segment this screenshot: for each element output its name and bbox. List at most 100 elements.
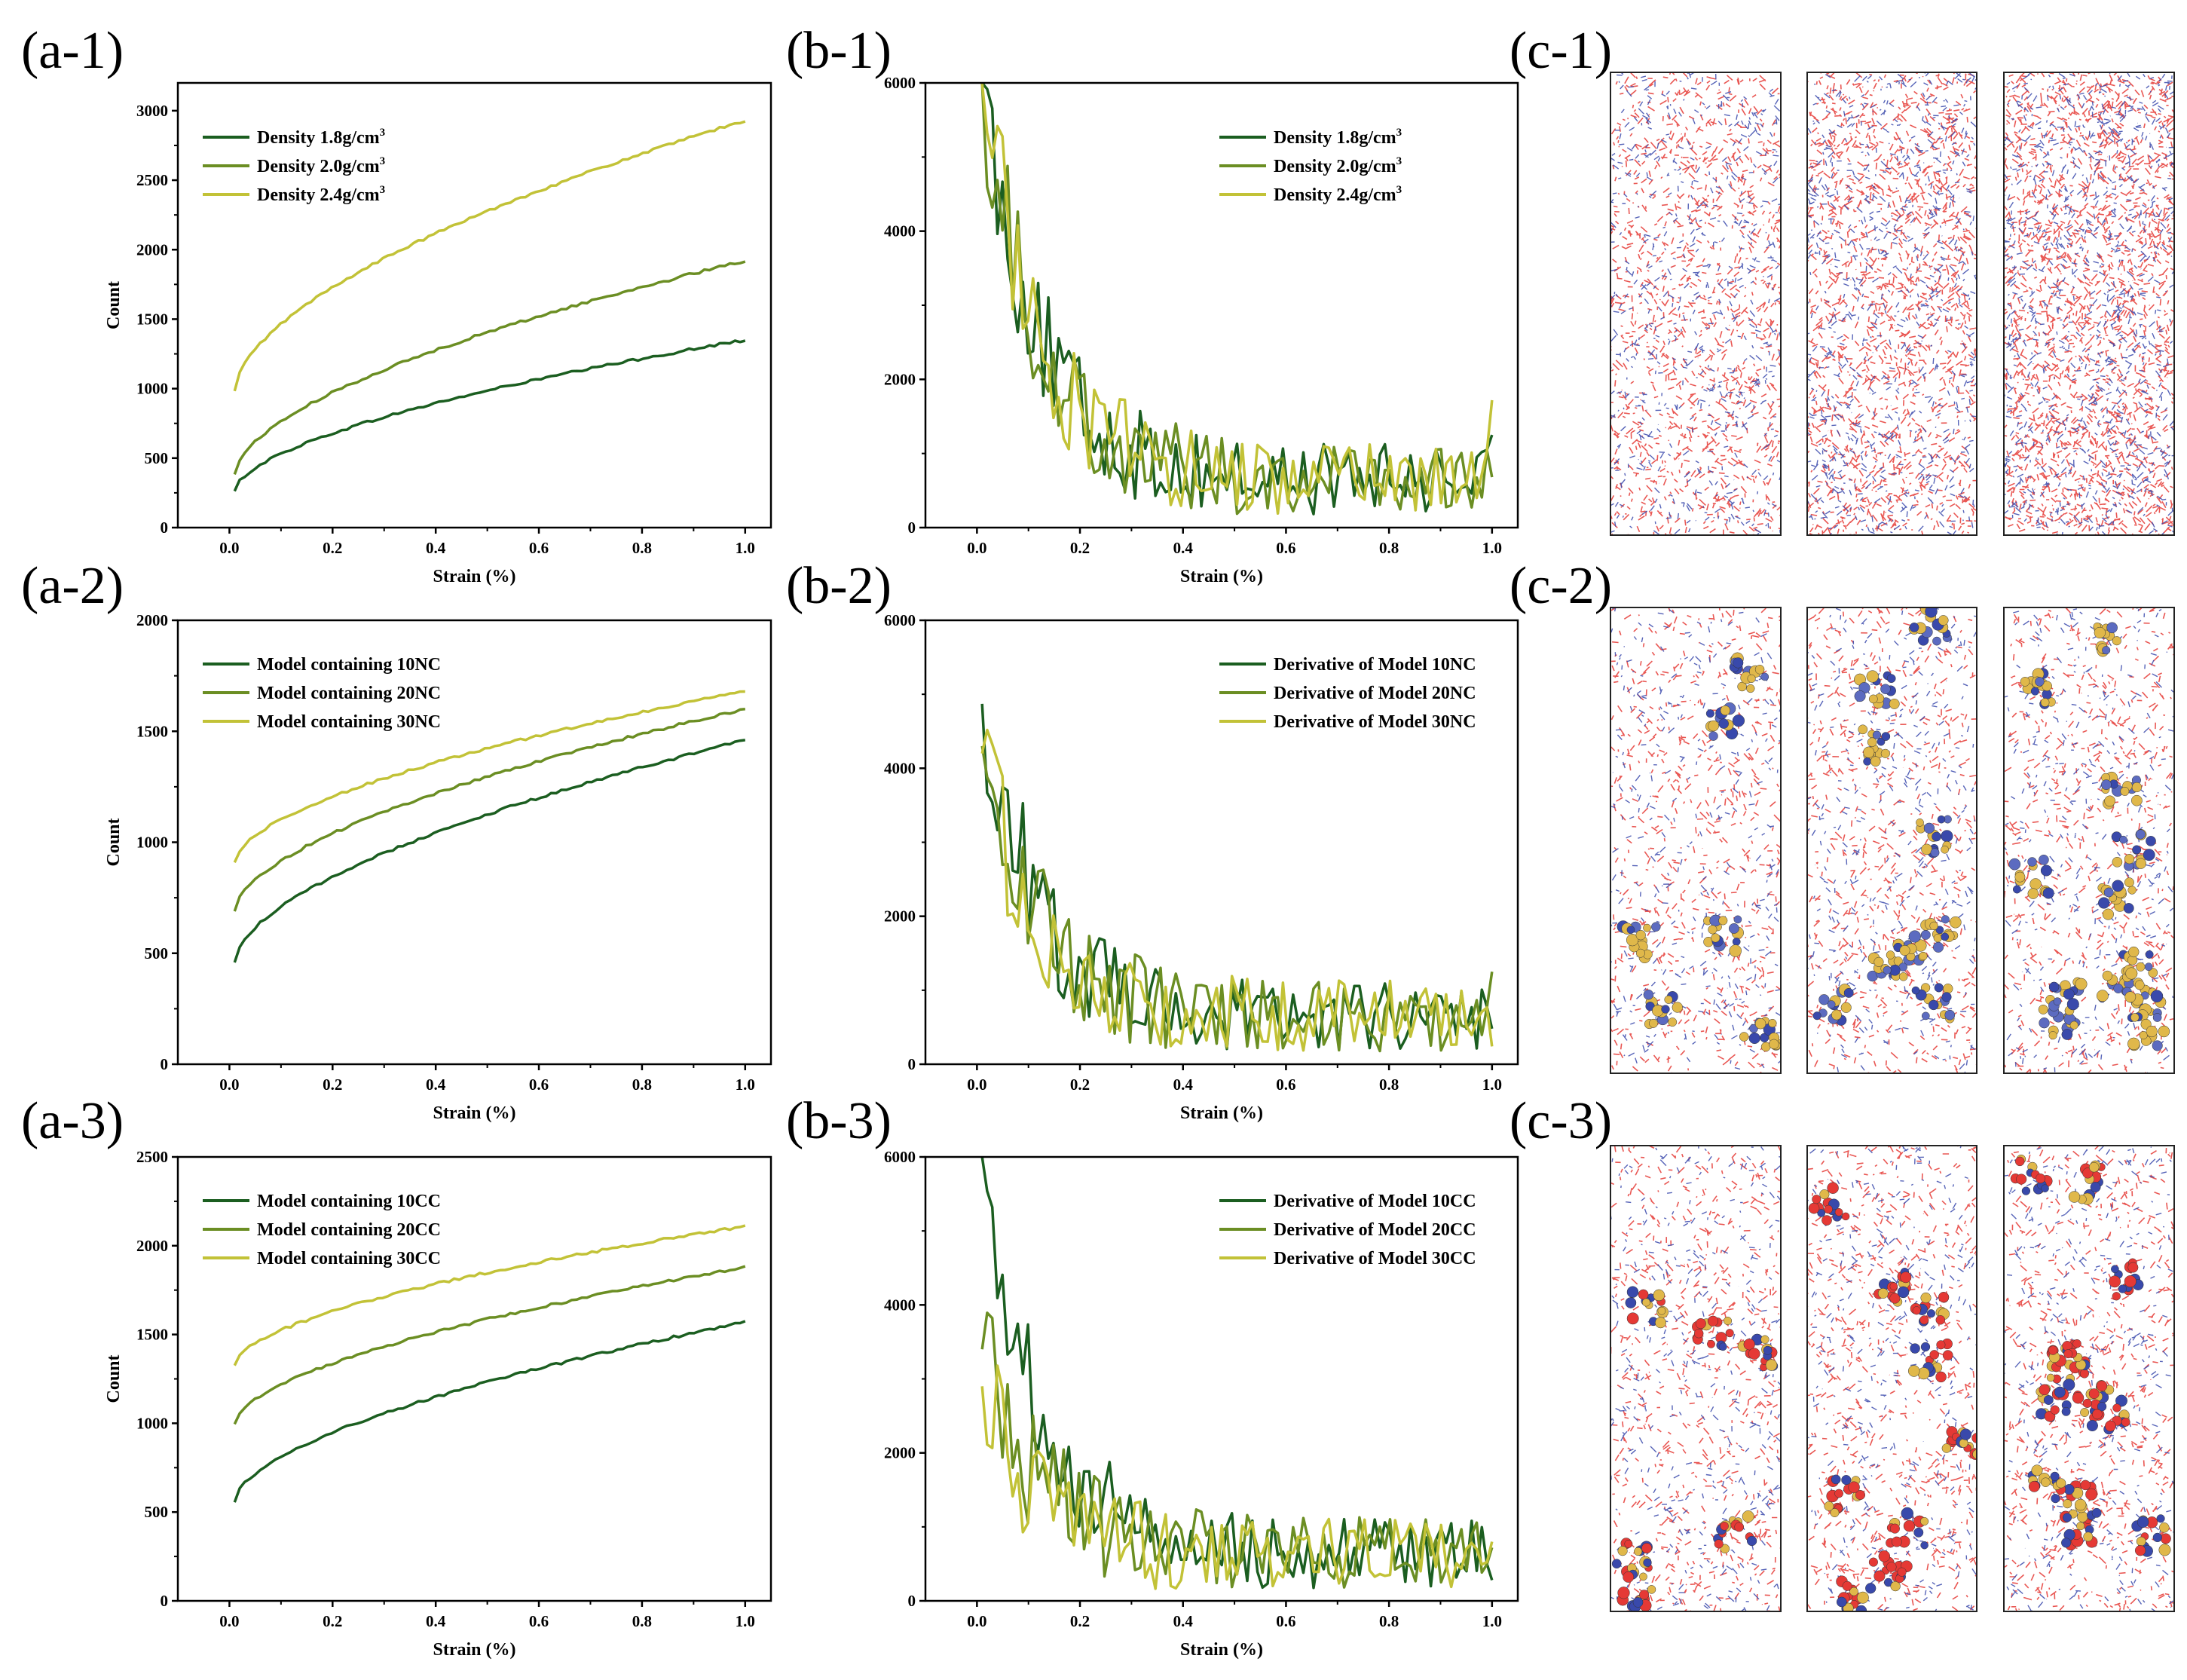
legend-entry-3: Density 2.4g/cm3 (1274, 184, 1402, 205)
y-tick-label: 1500 (136, 722, 168, 740)
x-tick-label: 0.6 (1276, 539, 1295, 557)
x-axis-label: Strain (%) (1180, 1640, 1263, 1660)
y-tick-label: 3000 (136, 102, 168, 120)
y-tick-label: 2000 (136, 1237, 168, 1255)
x-tick-label: 0.2 (1070, 1612, 1090, 1630)
legend-entry-1: Density 1.8g/cm3 (257, 127, 385, 148)
plot-frame (176, 81, 772, 529)
sim-box-r2-c3 (2003, 607, 2175, 1074)
x-tick-label: 0.6 (529, 539, 549, 557)
x-tick-label: 1.0 (736, 1612, 755, 1630)
series-line-2 (233, 1265, 746, 1425)
x-tick-label: 0.4 (1173, 539, 1194, 557)
y-tick-label: 2000 (136, 240, 168, 259)
series-group (233, 690, 746, 963)
series-line-2 (980, 83, 1494, 516)
y-tick-label: 0 (908, 519, 916, 537)
panel-label-b3: (b-3) (786, 1092, 892, 1150)
y-tick-label: 1500 (136, 1326, 168, 1344)
x-tick-label: 0.2 (1070, 539, 1090, 557)
series-line-1 (980, 83, 1494, 516)
legend-superscript: 3 (380, 184, 386, 196)
y-tick-label: 2000 (136, 611, 168, 629)
sim-box-frame (2003, 72, 2175, 536)
x-tick-label: 1.0 (1482, 1076, 1502, 1094)
x-tick-label: 0.6 (529, 1076, 549, 1094)
sim-box-r2-c1 (1610, 607, 1782, 1074)
legend-entry-3: Derivative of Model 30NC (1274, 712, 1476, 732)
x-tick-label: 0.6 (1276, 1612, 1295, 1630)
legend-entry-2: Derivative of Model 20NC (1274, 684, 1476, 703)
series-line-3 (233, 690, 745, 863)
chart-b2: 0.0 0.2 0.4 0.6 0.8 1.0 0 2000 4000 6000 Strain (%… (884, 611, 1519, 1123)
y-tick-label: 1000 (136, 1414, 168, 1432)
y-axis-label: Count (104, 818, 124, 866)
legend: Density 1.8g/cm3 Density 2.0g/cm3 Density … (203, 127, 385, 205)
sim-box-r2-c2 (1806, 607, 1977, 1074)
series-line-3 (233, 1224, 746, 1366)
series-group (980, 703, 1494, 1053)
series-group (233, 1224, 746, 1503)
sim-box-frame (1610, 607, 1782, 1074)
panel-label-b2: (b-2) (786, 557, 892, 615)
legend-entry-1: Model containing 10NC (257, 655, 441, 675)
x-tick-label: 0.8 (632, 539, 652, 557)
x-tick-label: 0.8 (1379, 1612, 1399, 1630)
y-tick-label: 500 (145, 944, 169, 962)
y-axis-label: Count (104, 1354, 124, 1403)
legend-superscript: 3 (1396, 184, 1402, 196)
series-group (233, 120, 746, 492)
panel-label-c1: (c-1) (1509, 22, 1612, 80)
sim-box-r3-c3 (2003, 1145, 2175, 1612)
sim-box-frame (1806, 1145, 1977, 1612)
x-tick-label: 0.8 (632, 1076, 652, 1094)
x-axis-label: Strain (%) (433, 567, 516, 586)
series-line-1 (233, 739, 746, 963)
legend: Model containing 10NC Model containing 20… (203, 655, 441, 732)
chart-a2: 0.0 0.2 0.4 0.6 0.8 1.0 0 500 1000 1500 2000 Strain… (104, 611, 772, 1123)
x-tick-label: 0.8 (632, 1612, 652, 1630)
y-tick-label: 1500 (136, 310, 168, 328)
panel-label-a1: (a-1) (21, 22, 124, 80)
legend-entry-2: Model containing 20NC (257, 684, 441, 703)
legend-entry-2: Density 2.0g/cm3 (1274, 155, 1402, 176)
series-line-1 (233, 339, 746, 492)
series-line-2 (233, 708, 745, 912)
sim-box-frame (1610, 72, 1782, 536)
panel-label-a2: (a-2) (21, 557, 124, 615)
legend: Model containing 10CC Model containing 20… (203, 1192, 441, 1268)
y-tick-label: 500 (145, 449, 169, 467)
chart-b1: 0.0 0.2 0.4 0.6 0.8 1.0 0 2000 4000 6000 Strain (%… (884, 74, 1519, 586)
legend-superscript: 3 (380, 127, 386, 139)
x-tick-label: 0.6 (529, 1612, 549, 1630)
charts-layer: 0.0 0.2 0.4 0.6 0.8 1.00500100015002000250030… (104, 74, 1519, 1660)
x-tick-label: 0.4 (426, 1076, 446, 1094)
y-tick-label: 2000 (884, 370, 916, 388)
x-axis-label: Strain (%) (433, 1103, 516, 1123)
y-tick-label: 0 (908, 1592, 916, 1610)
y-tick-label: 6000 (884, 611, 916, 629)
legend-entry-3: Model containing 30NC (257, 712, 441, 732)
legend-entry-1: Derivative of Model 10CC (1274, 1192, 1476, 1211)
legend-entry-3: Density 2.4g/cm3 (257, 184, 385, 205)
chart-a1: 0.0 0.2 0.4 0.6 0.8 1.0 0 500 1000 1500 2000 2500 30… (104, 81, 772, 586)
x-tick-label: 0.0 (219, 1612, 239, 1630)
x-axis-label: Strain (%) (1180, 1103, 1263, 1123)
series-line-3 (980, 728, 1494, 1052)
x-tick-label: 0.0 (219, 1076, 239, 1094)
y-axis-label: Count (104, 281, 124, 329)
x-tick-label: 0.2 (1070, 1076, 1090, 1094)
x-tick-label: 0.0 (967, 539, 986, 557)
legend-entry-2: Model containing 20CC (257, 1220, 441, 1240)
x-tick-label: 0.8 (1379, 539, 1399, 557)
x-tick-label: 0.0 (219, 539, 239, 557)
legend: Derivative of Model 10CC Derivative of Mo… (1219, 1192, 1476, 1268)
legend-entry-3: Derivative of Model 30CC (1274, 1249, 1476, 1268)
series-line-2 (233, 260, 746, 476)
simulation-snapshots (1610, 72, 2175, 1612)
y-tick-label: 1000 (136, 834, 168, 852)
y-tick-label: 1000 (136, 380, 168, 398)
x-tick-label: 0.2 (323, 539, 342, 557)
chart-b3: 0.0 0.2 0.4 0.6 0.8 1.0 0 2000 4000 6000 Strain (%… (884, 1148, 1519, 1660)
y-tick-label: 0 (161, 1055, 169, 1073)
